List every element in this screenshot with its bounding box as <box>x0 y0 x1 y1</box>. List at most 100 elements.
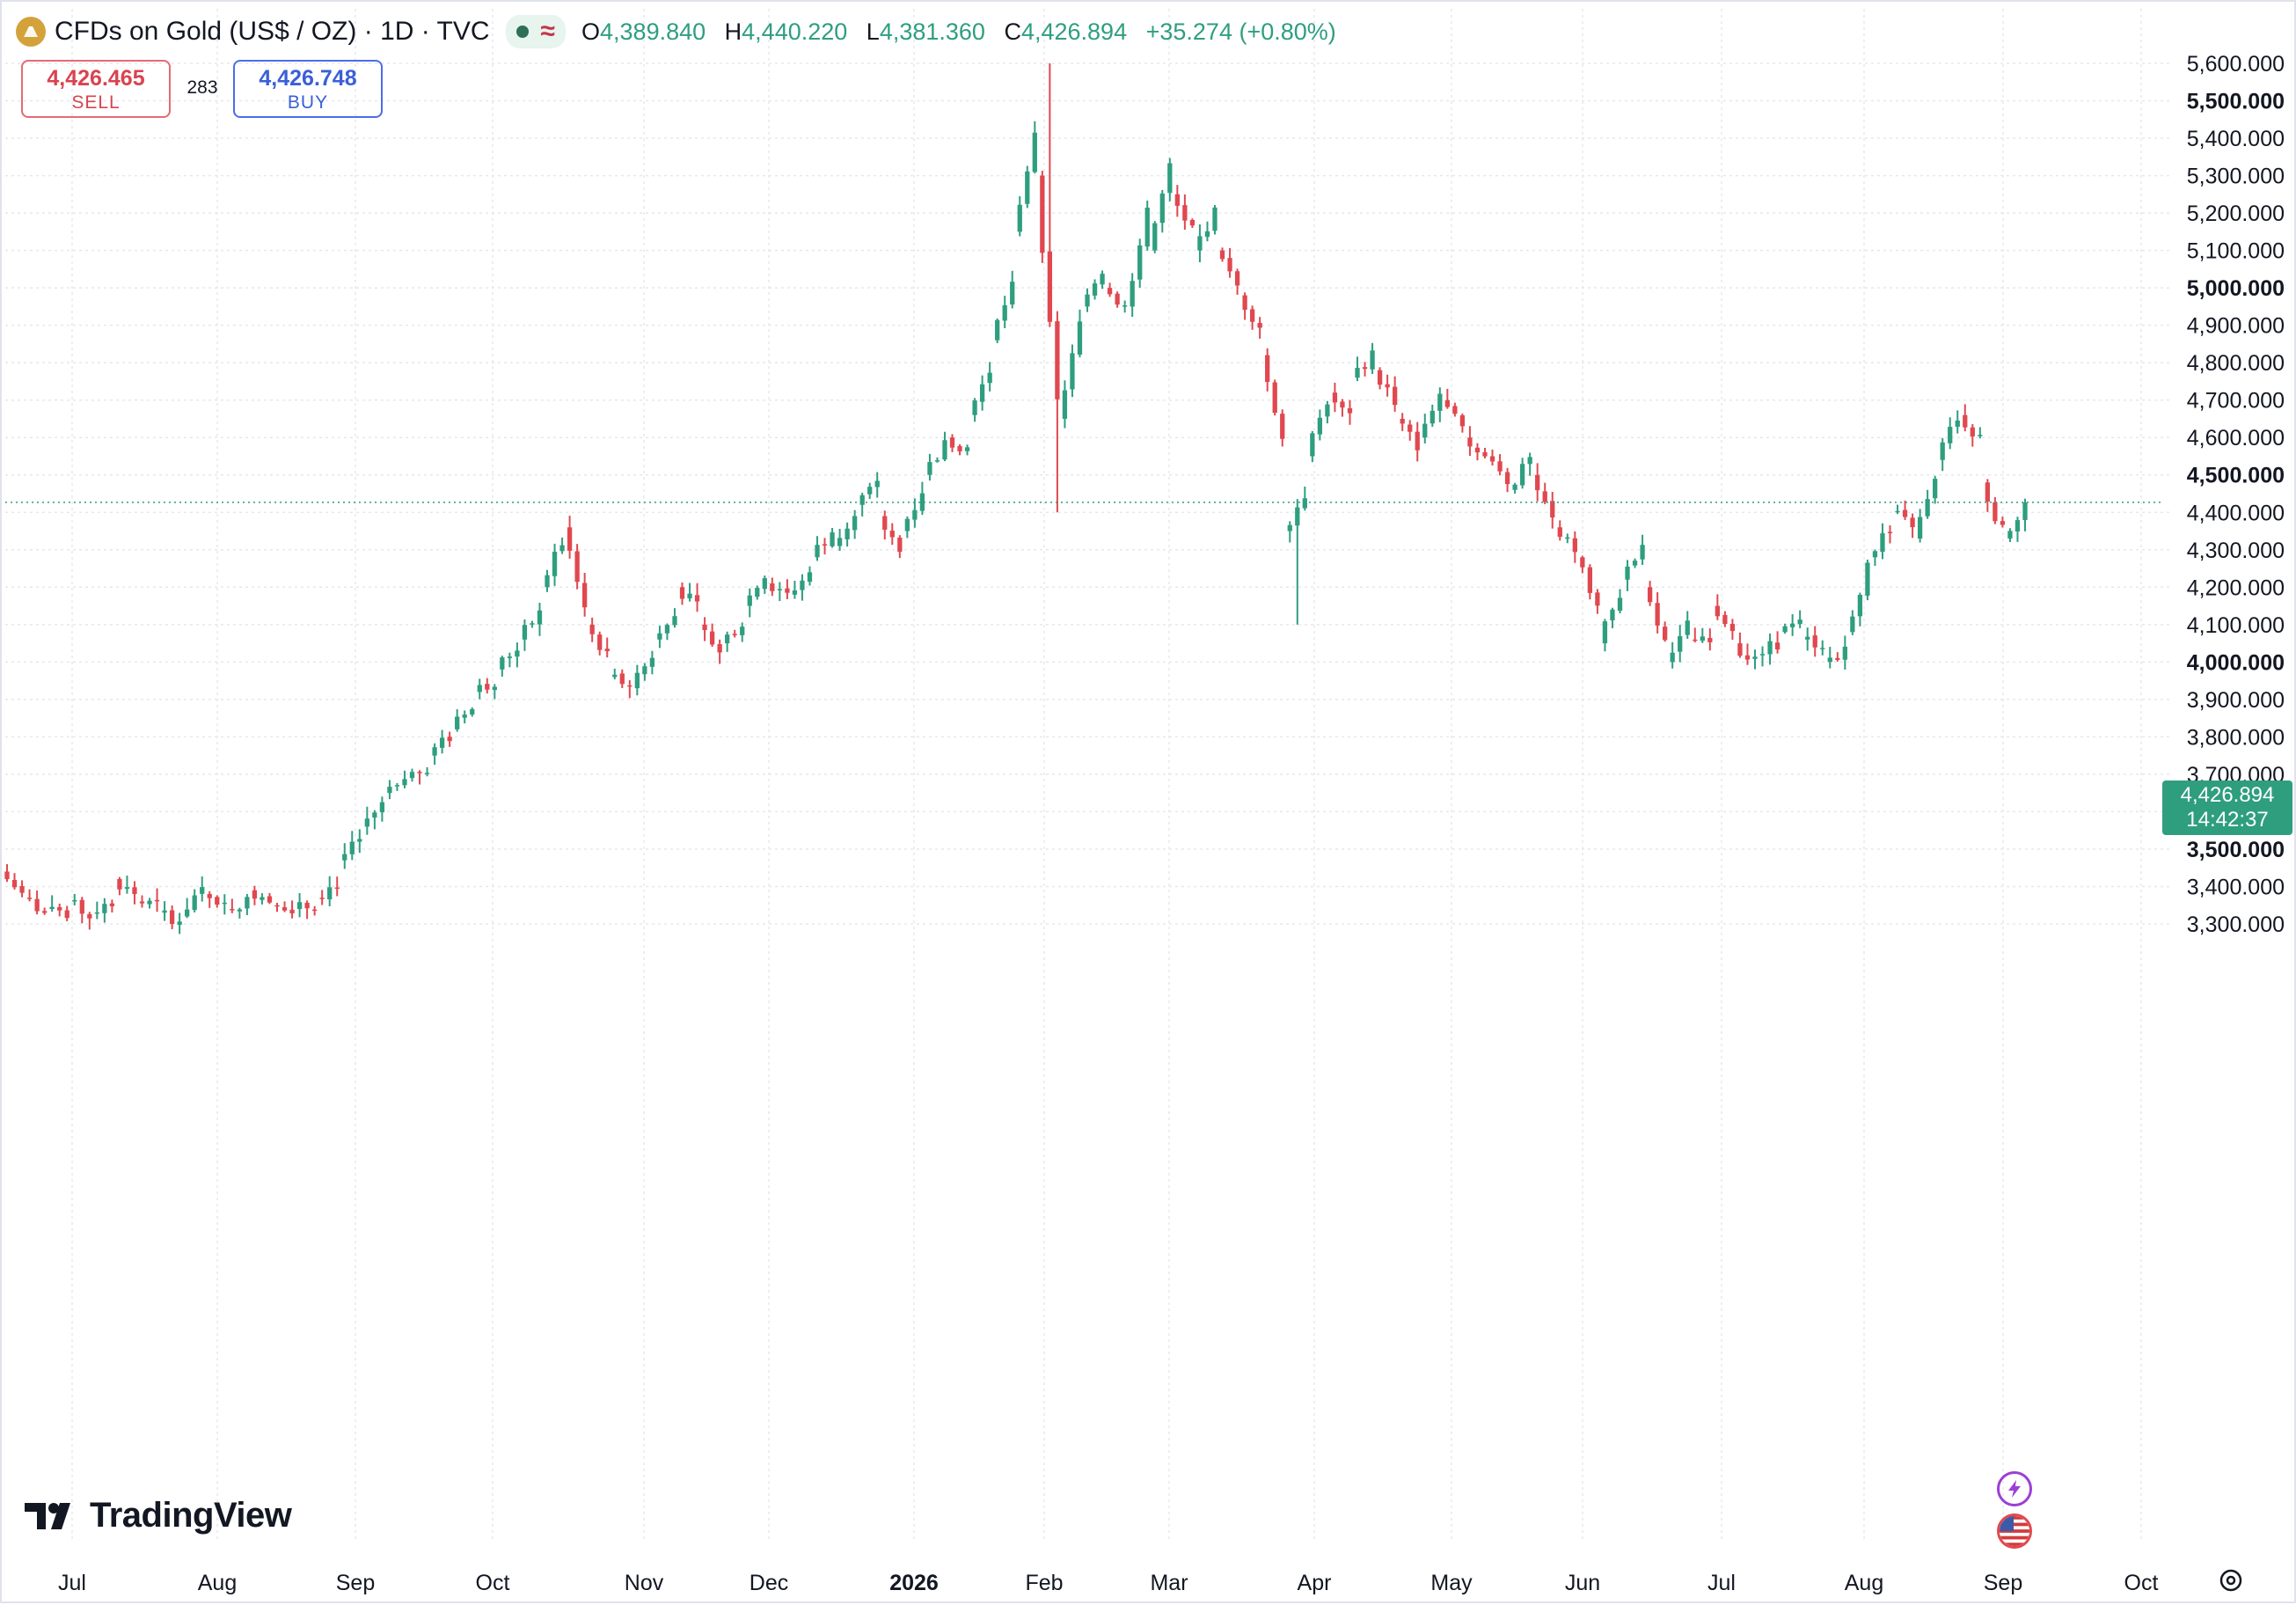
candle-body <box>904 518 910 531</box>
sell-button[interactable]: 4,426.465 SELL <box>21 60 171 118</box>
status-pill[interactable]: ≈ <box>505 15 566 48</box>
candle-body <box>770 583 775 591</box>
x-tick-label: Jun <box>1565 1571 1600 1595</box>
candle-body <box>342 854 347 861</box>
candle-down <box>139 895 145 908</box>
y-axis: 3,300.0003,400.0003,500.0003,600.0003,70… <box>2187 52 2285 937</box>
high-label: H <box>724 18 742 45</box>
candle-down <box>582 572 588 617</box>
candle-body <box>1729 624 1736 632</box>
candle-body <box>1219 250 1225 260</box>
candle-body <box>1340 401 1345 408</box>
candle-down <box>1835 652 1840 662</box>
candle-body <box>409 772 415 779</box>
candle-up <box>904 516 910 539</box>
buy-button[interactable]: 4,426.748 BUY <box>233 60 383 118</box>
candle-down <box>574 544 580 590</box>
y-tick-label: 3,900.000 <box>2187 688 2285 713</box>
y-tick-label: 5,100.000 <box>2187 239 2285 264</box>
candle-body <box>1535 474 1540 491</box>
candle-body <box>1234 271 1240 286</box>
candle-body <box>1437 393 1443 411</box>
candle-up <box>664 623 670 641</box>
candle-down <box>1415 421 1420 462</box>
candle-body <box>1295 507 1300 526</box>
candle-body <box>447 737 452 742</box>
candle-body <box>296 902 303 909</box>
high-value: 4,440.220 <box>742 18 848 45</box>
candle-down <box>1040 171 1045 263</box>
candle-down <box>1985 479 1991 512</box>
candle-up <box>1437 387 1443 422</box>
candle-down <box>1459 413 1466 433</box>
candle-body <box>1017 204 1022 232</box>
candle-down <box>1737 632 1743 658</box>
candle-up <box>859 493 865 517</box>
candle-body <box>1174 194 1180 206</box>
candle-up <box>500 656 505 677</box>
candle-body <box>1812 635 1817 648</box>
candle-body <box>1955 420 1960 427</box>
candle-body <box>1527 457 1532 465</box>
candle-up <box>1670 641 1675 669</box>
candle-up <box>1310 430 1315 463</box>
candle-body <box>762 578 767 590</box>
candle-body <box>1925 499 1930 517</box>
lightning-icon[interactable] <box>1997 1471 2032 1506</box>
candle-down <box>1707 628 1713 651</box>
candle-body <box>192 895 197 911</box>
candle-body <box>455 716 460 729</box>
candle-down <box>627 680 632 699</box>
candle-up <box>672 608 677 628</box>
candle-up <box>2014 517 2021 542</box>
candle-up <box>222 894 227 915</box>
candle-down <box>1385 374 1390 397</box>
y-tick-label: 4,000.000 <box>2187 650 2285 675</box>
candle-up <box>185 898 190 919</box>
candle-body <box>1408 424 1413 432</box>
symbol-title[interactable]: CFDs on Gold (US$ / OZ) · 1D · TVC <box>55 17 490 46</box>
candle-down <box>1444 388 1450 409</box>
candle-body <box>1580 557 1585 568</box>
candle-down <box>11 873 18 890</box>
candle-up <box>912 498 918 528</box>
candle-body <box>1242 295 1247 311</box>
candle-up <box>1752 649 1758 670</box>
candle-down <box>1182 194 1188 231</box>
candle-body <box>477 685 482 693</box>
candle-body <box>1122 305 1128 307</box>
candle-body <box>462 715 467 718</box>
candle-up <box>987 362 992 392</box>
candle-up <box>364 806 369 835</box>
candle-body <box>507 656 513 658</box>
candle-down <box>289 900 295 919</box>
candle-body <box>582 583 588 608</box>
candle-up <box>1940 437 1945 472</box>
candle-body <box>41 911 48 913</box>
candle-body <box>1152 223 1158 251</box>
candle-up <box>1204 221 1210 242</box>
tradingview-logo[interactable]: TradingView <box>25 1496 292 1535</box>
candle-up <box>1782 623 1788 634</box>
candle-down <box>1715 594 1721 620</box>
candle-body <box>642 666 647 675</box>
candle-up <box>755 585 760 600</box>
candle-body <box>852 516 858 531</box>
candle-body <box>830 532 835 546</box>
candle-down <box>1047 63 1053 327</box>
candle-up <box>1948 417 1953 450</box>
candle-body <box>972 400 977 415</box>
candle-up <box>147 898 152 909</box>
candle-body <box>1737 643 1743 656</box>
candle-up <box>1820 640 1825 656</box>
axis-settings-icon[interactable] <box>2217 1566 2245 1594</box>
candle-down <box>1557 520 1562 541</box>
us-flag-icon[interactable] <box>1997 1513 2032 1549</box>
candle-up <box>379 796 385 822</box>
candle-body <box>1610 609 1615 621</box>
x-tick-label: Oct <box>476 1571 510 1595</box>
candle-body <box>1782 626 1788 633</box>
candle-down <box>1774 631 1780 654</box>
